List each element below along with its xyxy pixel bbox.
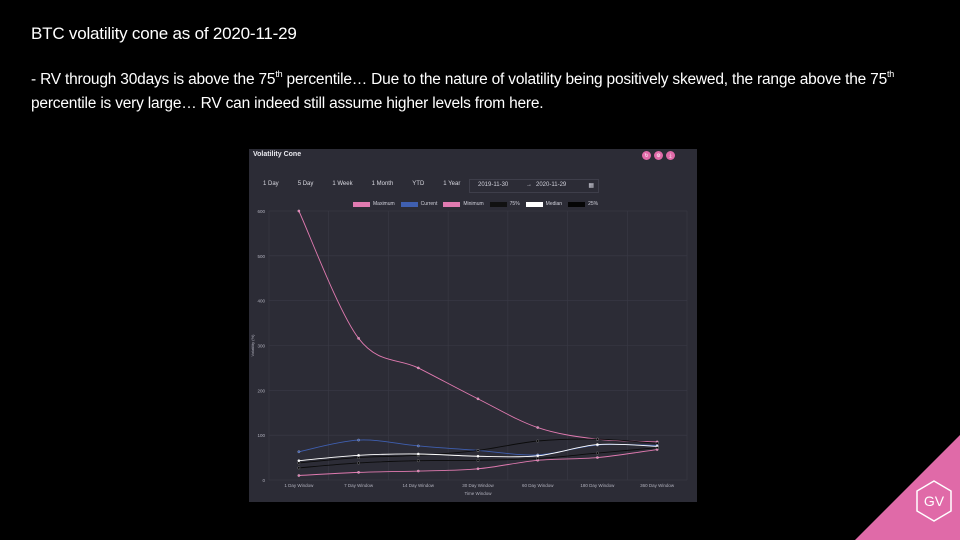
y-tick-label: 500 (257, 254, 265, 259)
data-point-current (416, 444, 420, 448)
legend-swatch (443, 201, 461, 207)
x-tick-label: 30 Day Window (462, 483, 494, 488)
logo-text: GV (924, 493, 945, 509)
date-to-field[interactable]: 2020-11-29 (536, 182, 567, 188)
data-point-minimum (297, 474, 301, 477)
x-tick-label: 180 Day Window (580, 483, 615, 488)
data-point-current (357, 438, 360, 442)
volatility-chart: 0 100 200 300 400 500 600 1 Day Window 7 Day Win… (250, 209, 688, 496)
y-tick-label: 200 (257, 388, 265, 393)
data-point-median (596, 443, 599, 446)
y-tick-label: 600 (257, 209, 265, 214)
range-ytd-button[interactable]: YTD (412, 181, 425, 187)
body-text-2: percentile… Due to the nature of volatil… (282, 71, 888, 88)
data-point-75 (476, 449, 480, 452)
range-1-day-button[interactable]: 1 Day (263, 181, 279, 187)
legend-label: 75% (509, 201, 520, 207)
data-point-median (476, 454, 480, 458)
slide-title: BTC volatility cone as of 2020-11-29 (31, 24, 297, 43)
calendar-icon[interactable]: ▦ (588, 183, 594, 189)
date-range-picker[interactable]: 2019-11-30 → 2020-11-29 ▦ (469, 179, 599, 193)
data-point-75 (596, 437, 599, 441)
chart-legend: Maximum Current Minimum 75% Median 25% (353, 201, 604, 207)
legend-item[interactable]: Maximum (353, 201, 395, 207)
ordinal-suffix: th (275, 69, 283, 79)
data-point-25 (536, 457, 540, 460)
data-point-75 (297, 461, 301, 465)
data-point-minimum (416, 469, 420, 473)
legend-label: Minimum (463, 201, 484, 207)
data-point-75 (357, 456, 360, 459)
x-tick-label: 60 Day Window (522, 483, 554, 488)
y-tick-label: 400 (257, 299, 265, 304)
legend-item[interactable]: 25% (568, 201, 598, 207)
download-icon[interactable]: ⤓ (666, 151, 675, 160)
ordinal-suffix: th (887, 69, 895, 79)
data-point-minimum (596, 456, 599, 459)
range-1-week-button[interactable]: 1 Week (332, 181, 353, 187)
data-point-median (357, 454, 360, 457)
data-point-25 (357, 461, 360, 465)
data-point-75 (655, 441, 659, 445)
data-point-median (536, 454, 540, 458)
panel-toolbar: ↻ ⚙ ⤓ (642, 151, 675, 160)
legend-item[interactable]: Median (525, 201, 563, 207)
body-text-1: - RV through 30days is above the 75 (31, 71, 276, 88)
legend-swatch (353, 201, 370, 207)
legend-item[interactable]: 75% (489, 201, 520, 207)
date-from-field[interactable]: 2019-11-30 (478, 182, 509, 188)
volatility-cone-panel: Volatility Cone ↻ ⚙ ⤓ 1 Day 5 Day 1 Week… (249, 149, 697, 502)
data-point-75 (536, 439, 540, 443)
y-axis-label: Volatility (%) (250, 334, 255, 357)
slide-body: - RV through 30days is above the 75th pe… (31, 68, 931, 116)
data-point-25 (297, 466, 301, 470)
gv-logo: GV (855, 435, 960, 540)
data-point-maximum (297, 209, 301, 213)
data-point-maximum (416, 366, 420, 370)
data-point-median (416, 452, 420, 456)
y-tick-label: 100 (257, 433, 265, 438)
legend-item[interactable]: Current (400, 201, 438, 207)
data-point-current (297, 450, 301, 454)
series-line-minimum (298, 449, 658, 476)
data-point-minimum (476, 467, 480, 471)
data-point-25 (596, 451, 599, 455)
settings-icon[interactable]: ⚙ (654, 151, 663, 160)
date-separator: → (526, 182, 532, 188)
legend-label: Maximum (373, 201, 395, 207)
y-tick-label: 300 (257, 344, 265, 349)
legend-label: 25% (588, 201, 599, 207)
legend-swatch (525, 201, 543, 207)
data-point-maximum (536, 426, 540, 429)
panel-title: Volatility Cone (253, 151, 302, 158)
series-line-maximum (298, 210, 658, 443)
range-1-month-button[interactable]: 1 Month (371, 181, 394, 187)
legend-swatch (568, 201, 586, 207)
y-tick-label: 0 (262, 478, 265, 483)
range-5-day-button[interactable]: 5 Day (297, 181, 314, 187)
x-tick-label: 1 Day Window (284, 483, 314, 488)
x-tick-label: 7 Day Window (344, 483, 374, 488)
data-point-25 (416, 459, 420, 463)
body-text-3: percentile is very large… RV can indeed … (31, 95, 544, 112)
data-point-minimum (357, 471, 360, 474)
x-axis-label: Time Window (464, 491, 492, 496)
data-point-25 (476, 458, 480, 462)
refresh-icon[interactable]: ↻ (642, 151, 651, 160)
range-selector: 1 Day 5 Day 1 Week 1 Month YTD 1 Year (263, 181, 479, 187)
legend-label: Median (545, 201, 563, 207)
legend-item[interactable]: Minimum (443, 201, 484, 207)
legend-label: Current (420, 201, 438, 207)
x-tick-label: 14 Day Window (403, 483, 435, 488)
legend-swatch (400, 201, 418, 207)
x-tick-label: 360 Day Window (640, 483, 675, 488)
data-point-median (297, 459, 301, 463)
data-point-25 (655, 446, 659, 450)
data-point-maximum (476, 397, 480, 401)
legend-swatch (489, 201, 507, 207)
range-1-year-button[interactable]: 1 Year (443, 181, 461, 187)
data-point-maximum (357, 337, 360, 340)
